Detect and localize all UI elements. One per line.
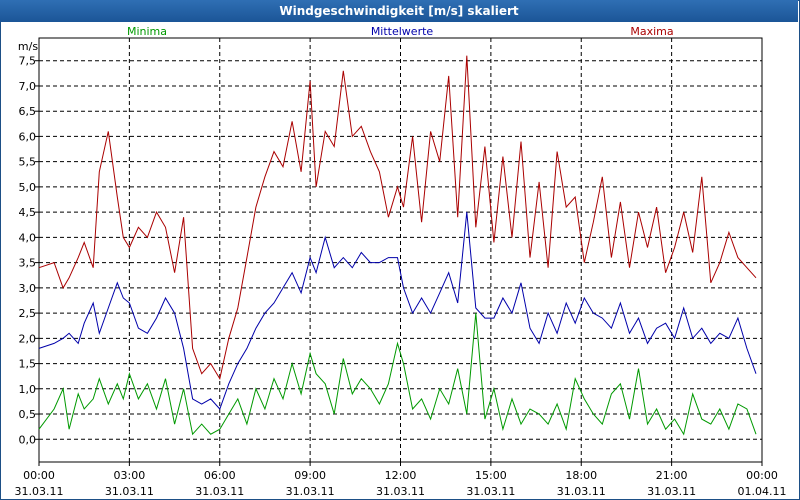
x-axis: 00:00 31.03.11 03:00 31.03.11 06:00 31.03.11 0…	[15, 462, 787, 498]
y-tick-label: 1,0	[19, 383, 37, 396]
x-tick-time: 00:00	[23, 469, 55, 482]
y-tick-label: 5,5	[19, 156, 37, 169]
y-tick-label: 2,0	[19, 332, 37, 345]
x-tick-date: 31.03.11	[105, 485, 154, 498]
x-tick-date: 31.03.11	[557, 485, 606, 498]
y-tick-label: 6,5	[19, 105, 37, 118]
legend-maxima: Maxima	[630, 25, 673, 38]
legend-minima: Minima	[127, 25, 167, 38]
legend-mittelwerte: Mittelwerte	[371, 25, 434, 38]
x-tick-date: 31.03.11	[376, 485, 425, 498]
y-tick-label: 6,0	[19, 130, 37, 143]
x-tick-date: 01.04.11	[738, 485, 787, 498]
x-tick-time: 00:00	[746, 469, 778, 482]
y-tick-label: 4,5	[19, 206, 37, 219]
chart-title: Windgeschwindigkeit [m/s] skaliert	[0, 0, 798, 22]
x-tick-date: 31.03.11	[15, 485, 64, 498]
series	[38, 55, 757, 436]
series-line-maxima	[38, 55, 757, 381]
x-tick-date: 31.03.11	[195, 485, 244, 498]
x-tick-date: 31.03.11	[647, 485, 696, 498]
y-tick-label: 2,5	[19, 307, 37, 320]
x-tick-date: 31.03.11	[466, 485, 515, 498]
y-tick-label: 3,0	[19, 282, 37, 295]
y-tick-label: 1,5	[19, 358, 37, 371]
x-tick-time: 03:00	[114, 469, 146, 482]
x-tick-time: 06:00	[204, 469, 236, 482]
series-line-mittelwerte	[38, 212, 757, 410]
y-tick-label: 0,0	[19, 433, 37, 446]
x-tick-time: 15:00	[475, 469, 507, 482]
y-tick-label: 4,0	[19, 231, 37, 244]
y-tick-label: 7,0	[19, 80, 37, 93]
x-tick-time: 21:00	[656, 469, 688, 482]
y-tick-label: 0,5	[19, 408, 37, 421]
x-tick-time: 18:00	[565, 469, 597, 482]
series-line-minima	[38, 313, 757, 436]
x-tick-time: 09:00	[294, 469, 326, 482]
legend: Minima Mittelwerte Maxima	[127, 25, 674, 38]
y-tick-label: 3,5	[19, 257, 37, 270]
y-tick-label: 5,0	[19, 181, 37, 194]
y-axis-label: m/s	[18, 40, 38, 53]
y-tick-label: 7,5	[19, 55, 37, 68]
x-tick-date: 31.03.11	[286, 485, 335, 498]
y-axis: 0,0 0,5 1,0 1,5 2,0 2,5 3,0 3,5 4,0 4,5 5,0 5,5 6,0 6…	[19, 55, 39, 446]
x-tick-time: 12:00	[385, 469, 417, 482]
